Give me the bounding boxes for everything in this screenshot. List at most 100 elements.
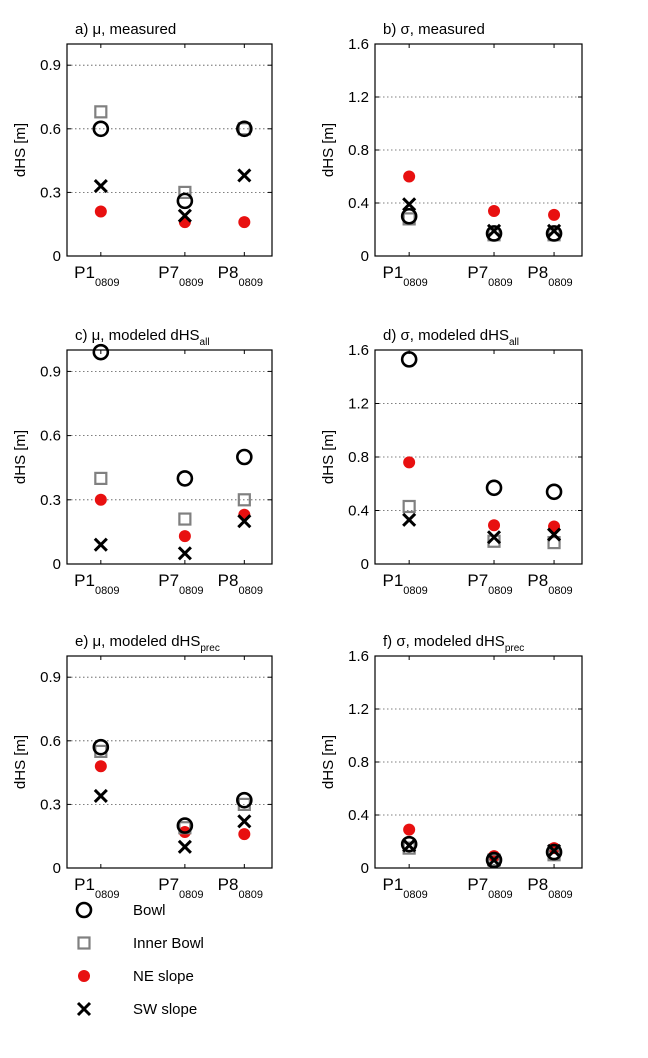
y-tick-label: 0.6 — [40, 428, 61, 445]
x-tick-label-subscript: 0809 — [179, 277, 203, 289]
marker-sw — [237, 168, 252, 183]
plot-frame — [66, 349, 273, 565]
marker-bowl — [236, 120, 253, 138]
marker-ne — [488, 519, 501, 532]
y-tick-label: 0 — [361, 556, 369, 573]
legend-marker-ne — [78, 970, 90, 982]
x-tick-label: P10809 — [74, 571, 119, 597]
marker-sw — [93, 537, 108, 552]
legend: Bowl Inner Bowl NE slope SW slope — [75, 901, 204, 1018]
legend-label: Bowl — [133, 902, 166, 919]
marker-bowl — [400, 351, 418, 368]
y-tick-label: 0.4 — [348, 807, 369, 824]
x-tick-label-subscript: 0809 — [238, 585, 262, 597]
marker-inner — [94, 471, 108, 485]
x-tick-label-subscript: 0809 — [548, 277, 572, 289]
marker-sw — [546, 843, 562, 858]
x-tick-label: P10809 — [74, 263, 119, 289]
y-axis-label: dHS [m] — [320, 430, 337, 484]
x-tick-label: P70809 — [467, 263, 512, 289]
marker-bowl — [485, 851, 503, 869]
marker-bowl — [485, 225, 503, 242]
panel-title-subscript: prec — [505, 643, 524, 654]
marker-inner — [547, 535, 561, 550]
marker-bowl — [92, 738, 110, 756]
panel-title: a) μ, measured — [75, 21, 176, 38]
marker-inner — [237, 122, 251, 136]
x-tick-label: P80809 — [218, 571, 263, 597]
y-tick-label: 1.2 — [348, 89, 369, 106]
x-tick-label-subscript: 0809 — [548, 585, 572, 597]
chart-panel-d: 0 0.4 0.8 1.2 1.6 P10809 P70809 P80809 dHS [m] d)… — [320, 327, 583, 597]
legend-item-ne: NE slope — [78, 968, 194, 985]
x-tick-label: P80809 — [527, 263, 572, 289]
x-tick-label-subscript: 0809 — [403, 277, 427, 289]
y-tick-label: 0 — [361, 860, 369, 877]
marker-ne — [548, 208, 561, 221]
x-tick-label: P70809 — [158, 875, 203, 901]
y-tick-label: 0.4 — [348, 195, 369, 212]
marker-inner — [94, 105, 108, 119]
x-tick-label-subscript: 0809 — [488, 585, 512, 597]
marker-inner — [237, 493, 251, 507]
x-tick-label-subscript: 0809 — [488, 889, 512, 901]
marker-sw — [237, 814, 252, 829]
y-tick-label: 0.8 — [348, 142, 369, 159]
marker-bowl — [236, 448, 253, 466]
x-tick-label: P10809 — [74, 875, 119, 901]
plot-frame — [66, 43, 273, 257]
legend-label: Inner Bowl — [133, 935, 204, 952]
y-axis-label: dHS [m] — [12, 430, 29, 484]
y-axis-label: dHS [m] — [12, 735, 29, 789]
chart-panel-e: 0 0.3 0.6 0.9 P10809 P70809 P80809 dHS [m] e) μ,… — [12, 633, 273, 901]
x-tick-label: P70809 — [467, 875, 512, 901]
panel-title: d) σ, modeled dHSall — [383, 327, 519, 348]
marker-bowl — [485, 479, 503, 497]
marker-bowl — [400, 835, 418, 853]
x-tick-label-subscript: 0809 — [95, 585, 119, 597]
panel-title-subscript: prec — [200, 643, 219, 654]
chart-panel-b: 0 0.4 0.8 1.2 1.6 P10809 P70809 P80809 dHS [m] b)… — [320, 21, 583, 289]
x-tick-label: P10809 — [383, 263, 428, 289]
marker-bowl — [545, 843, 563, 861]
x-tick-label: P80809 — [218, 263, 263, 289]
y-tick-label: 0 — [53, 556, 61, 573]
marker-bowl — [400, 207, 418, 225]
marker-bowl — [176, 470, 194, 487]
marker-ne — [178, 530, 191, 543]
y-tick-label: 1.6 — [348, 36, 369, 53]
y-tick-label: 1.6 — [348, 648, 369, 665]
x-tick-label: P10809 — [383, 875, 428, 901]
y-axis-label: dHS [m] — [12, 123, 29, 177]
x-tick-label: P70809 — [158, 571, 203, 597]
x-tick-label-subscript: 0809 — [238, 889, 262, 901]
y-tick-label: 0.3 — [40, 184, 61, 201]
marker-sw — [402, 512, 417, 527]
legend-label: SW slope — [133, 1001, 197, 1018]
marker-sw — [177, 208, 192, 223]
y-tick-label: 0 — [53, 860, 61, 877]
x-tick-label: P70809 — [467, 571, 512, 597]
chart-panel-a: 0 0.3 0.6 0.9 P10809 P70809 P80809 dHS [m] a) μ,… — [12, 21, 273, 289]
x-tick-label: P70809 — [158, 263, 203, 289]
marker-bowl — [236, 791, 253, 809]
y-tick-label: 0.4 — [348, 503, 369, 520]
marker-sw — [177, 546, 192, 561]
marker-bowl — [92, 343, 110, 361]
x-tick-label-subscript: 0809 — [403, 889, 427, 901]
marker-sw — [486, 223, 502, 238]
marker-ne — [488, 204, 501, 217]
y-tick-label: 0.8 — [348, 449, 369, 466]
plot-frame — [374, 655, 583, 869]
y-tick-label: 0.6 — [40, 121, 61, 138]
legend-item-inner: Inner Bowl — [77, 935, 204, 952]
y-tick-label: 0.8 — [348, 754, 369, 771]
x-tick-label: P80809 — [527, 571, 572, 597]
marker-bowl — [176, 817, 194, 834]
panel-title-subscript: all — [509, 337, 519, 348]
x-tick-label-subscript: 0809 — [95, 889, 119, 901]
chart-panel-f: 0 0.4 0.8 1.2 1.6 P10809 P70809 P80809 dHS [m] f)… — [320, 633, 583, 901]
marker-sw — [546, 527, 562, 542]
marker-sw — [177, 839, 192, 854]
legend-marker-inner — [77, 936, 91, 950]
